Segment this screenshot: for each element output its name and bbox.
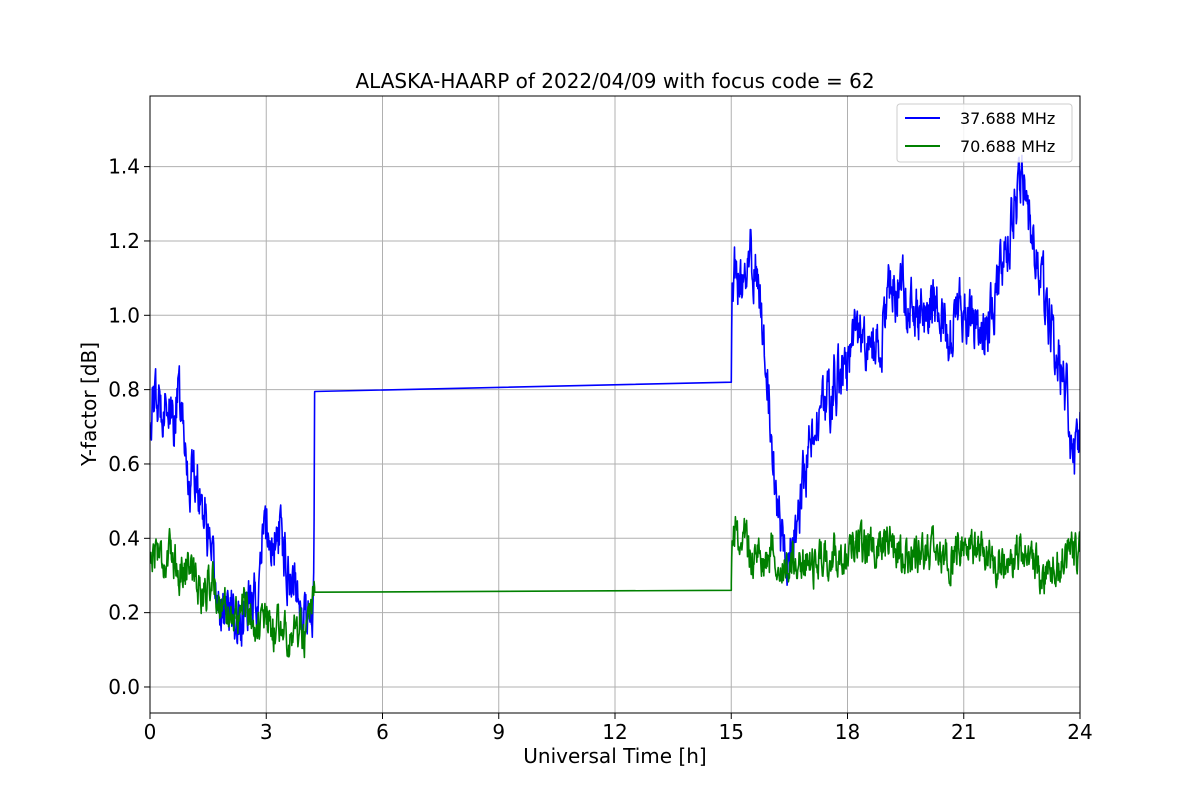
legend-label-37-688-mhz: 37.688 MHz xyxy=(960,109,1055,128)
legend-box xyxy=(896,103,1073,163)
y-tick-label: 0.4 xyxy=(108,526,140,550)
x-tick-label: 21 xyxy=(951,720,976,744)
y-axis-label: Y-factor [dB] xyxy=(77,342,101,467)
x-tick-label: 3 xyxy=(260,720,273,744)
legend-label-70-688-mhz: 70.688 MHz xyxy=(960,137,1055,156)
series-layer xyxy=(150,154,1080,659)
x-tick-label: 0 xyxy=(144,720,157,744)
y-tick-label: 1.2 xyxy=(108,229,140,253)
y-axis-ticks: 0.0 0.2 0.4 0.6 0.8 1.0 1.2 1.4 xyxy=(108,155,150,699)
x-tick-label: 12 xyxy=(602,720,627,744)
y-tick-label: 0.6 xyxy=(108,452,140,476)
y-tick-label: 1.0 xyxy=(108,303,140,327)
x-tick-label: 18 xyxy=(835,720,860,744)
y-tick-label: 1.4 xyxy=(108,155,140,179)
x-tick-label: 24 xyxy=(1067,720,1092,744)
y-tick-label: 0.0 xyxy=(108,675,140,699)
x-tick-label: 9 xyxy=(492,720,505,744)
legend: 37.688 MHz 70.688 MHz xyxy=(896,103,1073,163)
series-line-37-688-mhz xyxy=(150,154,1080,650)
x-tick-label: 6 xyxy=(376,720,389,744)
y-tick-label: 0.2 xyxy=(108,601,140,625)
chart-title: ALASKA-HAARP of 2022/04/09 with focus co… xyxy=(355,69,874,93)
y-tick-label: 0.8 xyxy=(108,378,140,402)
x-axis-label: Universal Time [h] xyxy=(523,744,706,768)
x-axis-ticks: 0 3 6 9 12 15 18 21 24 xyxy=(144,713,1093,744)
x-tick-label: 15 xyxy=(719,720,744,744)
series-line-70-688-mhz xyxy=(150,515,1080,659)
